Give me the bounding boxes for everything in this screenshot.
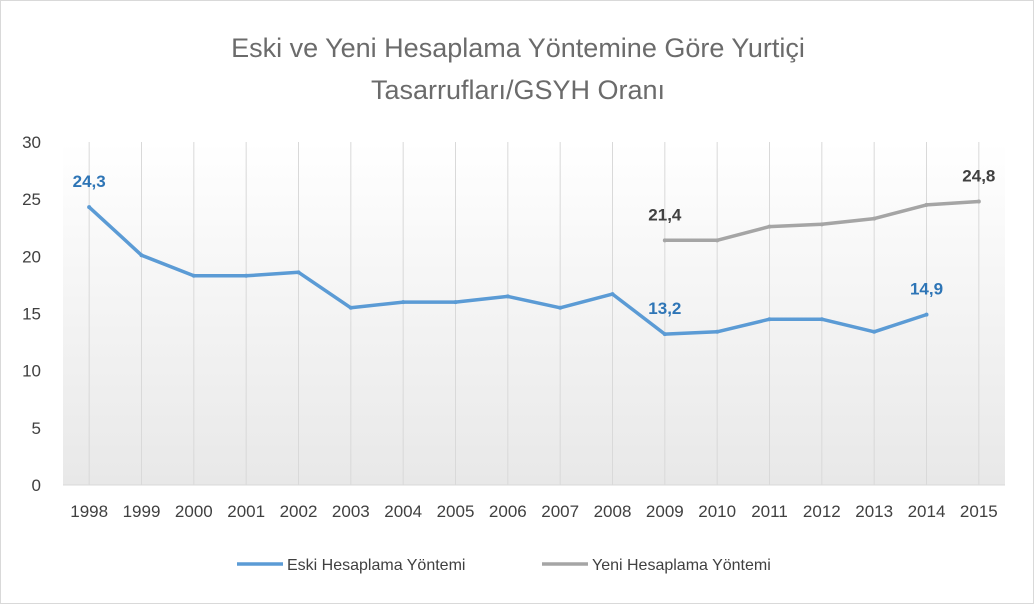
x-tick-label-2013: 2013 bbox=[855, 502, 893, 521]
data-point-eski-hesaplama-y-ntemi-2006 bbox=[505, 294, 510, 299]
x-tick-label-2009: 2009 bbox=[646, 502, 684, 521]
x-tick-label-2008: 2008 bbox=[594, 502, 632, 521]
y-tick-label-10: 10 bbox=[22, 362, 41, 381]
y-tick-label-0: 0 bbox=[32, 476, 41, 495]
data-point-eski-hesaplama-y-ntemi-1998 bbox=[87, 205, 92, 210]
x-tick-label-2010: 2010 bbox=[698, 502, 736, 521]
data-label-1998-s0: 24,3 bbox=[73, 172, 106, 191]
x-tick-label-2003: 2003 bbox=[332, 502, 370, 521]
x-tick-label-2012: 2012 bbox=[803, 502, 841, 521]
x-tick-label-2007: 2007 bbox=[541, 502, 579, 521]
plot-area bbox=[63, 142, 1005, 485]
data-point-eski-hesaplama-y-ntemi-1999 bbox=[139, 253, 144, 258]
data-point-yeni-hesaplama-y-ntemi-2014 bbox=[924, 202, 929, 207]
data-point-yeni-hesaplama-y-ntemi-2009 bbox=[662, 238, 667, 243]
data-point-eski-hesaplama-y-ntemi-2001 bbox=[244, 273, 249, 278]
data-point-eski-hesaplama-y-ntemi-2004 bbox=[401, 300, 406, 305]
data-point-eski-hesaplama-y-ntemi-2011 bbox=[767, 317, 772, 322]
chart-title-line-1: Eski ve Yeni Hesaplama Yöntemine Göre Yu… bbox=[231, 33, 805, 63]
x-tick-label-2014: 2014 bbox=[908, 502, 946, 521]
data-point-yeni-hesaplama-y-ntemi-2010 bbox=[715, 238, 720, 243]
x-tick-label-2004: 2004 bbox=[384, 502, 422, 521]
chart-title-line-2: Tasarrufları/GSYH Oranı bbox=[371, 75, 665, 105]
data-point-eski-hesaplama-y-ntemi-2014 bbox=[924, 312, 929, 317]
x-tick-label-2005: 2005 bbox=[437, 502, 475, 521]
y-tick-label-15: 15 bbox=[22, 305, 41, 324]
data-point-eski-hesaplama-y-ntemi-2000 bbox=[191, 273, 196, 278]
x-tick-label-2006: 2006 bbox=[489, 502, 527, 521]
x-tick-label-2015: 2015 bbox=[960, 502, 998, 521]
data-point-yeni-hesaplama-y-ntemi-2012 bbox=[819, 222, 824, 227]
data-label-2014-s0: 14,9 bbox=[910, 280, 943, 299]
legend-label-1: Yeni Hesaplama Yöntemi bbox=[592, 557, 771, 574]
data-point-eski-hesaplama-y-ntemi-2003 bbox=[348, 305, 353, 310]
data-point-eski-hesaplama-y-ntemi-2002 bbox=[296, 270, 301, 275]
data-point-yeni-hesaplama-y-ntemi-2011 bbox=[767, 224, 772, 229]
data-point-yeni-hesaplama-y-ntemi-2015 bbox=[976, 199, 981, 204]
y-tick-label-30: 30 bbox=[22, 133, 41, 152]
x-tick-label-2000: 2000 bbox=[175, 502, 213, 521]
x-tick-label-1998: 1998 bbox=[70, 502, 108, 521]
data-point-eski-hesaplama-y-ntemi-2013 bbox=[872, 329, 877, 334]
x-tick-label-2002: 2002 bbox=[280, 502, 318, 521]
data-point-eski-hesaplama-y-ntemi-2010 bbox=[715, 329, 720, 334]
x-tick-label-2011: 2011 bbox=[751, 502, 788, 521]
data-label-2009-s0: 13,2 bbox=[648, 299, 681, 318]
y-tick-label-20: 20 bbox=[22, 247, 41, 266]
x-tick-label-1999: 1999 bbox=[123, 502, 161, 521]
data-point-eski-hesaplama-y-ntemi-2008 bbox=[610, 292, 615, 297]
data-point-eski-hesaplama-y-ntemi-2005 bbox=[453, 300, 458, 305]
data-point-yeni-hesaplama-y-ntemi-2013 bbox=[872, 216, 877, 221]
legend-label-0: Eski Hesaplama Yöntemi bbox=[287, 557, 465, 574]
data-point-eski-hesaplama-y-ntemi-2012 bbox=[819, 317, 824, 322]
x-tick-label-2001: 2001 bbox=[227, 502, 265, 521]
data-point-eski-hesaplama-y-ntemi-2009 bbox=[662, 332, 667, 337]
y-tick-label-5: 5 bbox=[32, 419, 41, 438]
data-label-2015-s1: 24,8 bbox=[962, 166, 995, 185]
data-label-2009-s1: 21,4 bbox=[648, 205, 682, 224]
data-point-eski-hesaplama-y-ntemi-2007 bbox=[558, 305, 563, 310]
y-tick-label-25: 25 bbox=[22, 190, 41, 209]
